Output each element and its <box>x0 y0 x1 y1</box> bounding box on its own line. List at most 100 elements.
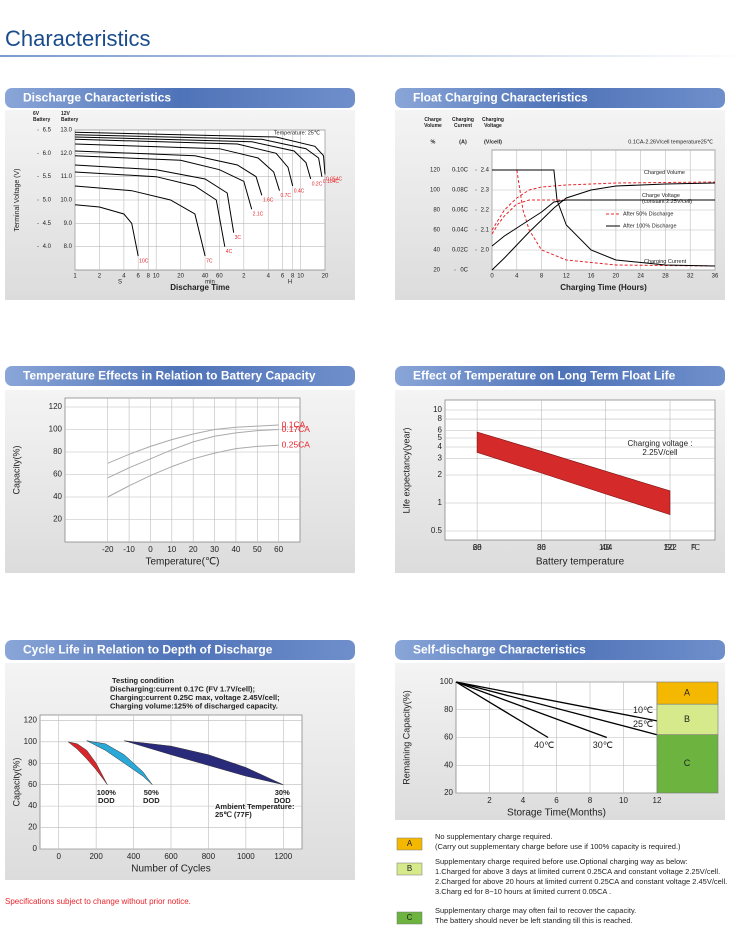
y-tick-label: 80 <box>53 447 62 456</box>
legend-box-label: A <box>407 839 413 848</box>
x-tick-label: 10 <box>153 274 160 280</box>
y2-tick-label: 0.06C <box>452 208 469 214</box>
x-axis-label: Storage Time(Months) <box>507 808 606 819</box>
section-tab <box>5 88 355 108</box>
x-axis-label: Number of Cycles <box>131 864 210 875</box>
x-tick-label: 8 <box>588 796 593 805</box>
y-tick-label: 100 <box>49 425 63 434</box>
legend-note: 3.Charg ed for 8~10 hours at limited cur… <box>435 887 611 896</box>
annotation: Charging voltage : 2.25V/cell <box>627 439 693 457</box>
y2-tick-label: 5.5 <box>43 174 52 180</box>
section-tab <box>5 640 355 660</box>
zone <box>656 734 719 794</box>
section-title: Discharge Characteristics <box>23 91 171 105</box>
section-title: Effect of Temperature on Long Term Float… <box>413 369 676 383</box>
x-tick-label: 24 <box>637 274 644 280</box>
zone-label: B <box>684 714 690 724</box>
section-title: Cycle Life in Relation to Depth of Disch… <box>23 643 273 657</box>
y2-tick-label: 6.0 <box>43 151 52 157</box>
y-tick-label: 12.0 <box>60 151 72 157</box>
x-unit: S <box>118 280 122 286</box>
dod-area <box>86 740 153 785</box>
x-tick-label: 10 <box>167 545 176 554</box>
series-label: 100% DOD <box>96 787 116 805</box>
y-tick-label: 0 <box>33 844 38 853</box>
x-tick-label: 40 <box>601 543 610 552</box>
x-tick-label: 6 <box>137 274 141 280</box>
y-tick-label: 8 <box>438 414 443 423</box>
y-tick-label: 60 <box>28 780 37 789</box>
x-tick-label: 50 <box>666 543 675 552</box>
x-tick-label: 12 <box>563 274 570 280</box>
y-axis-label: Life expectancy(year) <box>401 427 411 513</box>
x-tick-label: 0 <box>56 852 61 861</box>
y2-tick-label: 4.5 <box>43 221 52 227</box>
x-tick-label: 10 <box>297 274 304 280</box>
series-label: 0.054C <box>326 177 343 183</box>
series-label: 4C <box>226 249 233 255</box>
legend-label: After 50% Discharge <box>623 211 673 217</box>
y3-tick-label: 2.0 <box>481 248 490 254</box>
x-tick-label: 20 <box>322 274 329 280</box>
life-band <box>476 431 671 516</box>
x-tick-label: 20 <box>177 274 184 280</box>
series-label: 0.17CA <box>282 424 311 434</box>
series-label: 10℃ <box>633 705 653 715</box>
x-tick-label: 4 <box>122 274 126 280</box>
y2-tick-label: 0.04C <box>452 228 469 234</box>
x-axis-label: Charging Time (Hours) <box>560 283 647 292</box>
x-tick-label: 8 <box>540 274 544 280</box>
x-tick-label: 40 <box>231 545 240 554</box>
annotation: Temperature: 25℃ <box>274 130 321 136</box>
x-tick-label: 60 <box>274 545 283 554</box>
x-tick-label: -20 <box>102 545 114 554</box>
x-tick-label: -10 <box>123 545 135 554</box>
series-line <box>74 204 139 257</box>
y-tick-label: 100 <box>440 677 454 686</box>
test-condition: Charging volume:125% of discharged capac… <box>110 701 278 710</box>
legend-note: The battery should never be left standin… <box>435 916 633 925</box>
y-tick-label: 10.0 <box>60 198 72 204</box>
x-tick-label: 12 <box>653 796 662 805</box>
legend-note: 2.Charged for above 20 hours at limited … <box>435 877 727 886</box>
series-label: 30℃ <box>593 740 613 750</box>
x-tick-label: 40 <box>202 274 209 280</box>
legend-box <box>396 911 423 925</box>
y3-tick-label: 2.1 <box>481 228 490 234</box>
section-tab <box>395 640 725 660</box>
y-tick-label: 40 <box>28 801 37 810</box>
series-line <box>74 185 206 257</box>
legend-note: Supplementary charge may often fail to r… <box>435 906 636 915</box>
series-line <box>455 681 658 736</box>
x-unit: H <box>288 280 292 286</box>
test-condition: Testing condition <box>112 676 174 685</box>
y2-header: Charging Current <box>452 117 474 129</box>
y3-tick-label: 2.4 <box>481 168 490 174</box>
series-line <box>107 424 279 464</box>
x-tick-label: 200 <box>89 852 103 861</box>
x-axis-label: Temperature(℃) <box>145 557 219 568</box>
x-tick-label: 1200 <box>274 852 292 861</box>
series-line <box>74 164 235 233</box>
x-tick-label: 6 <box>281 274 285 280</box>
y2-unit: (A) <box>459 139 467 145</box>
y-axis-label: Capacity(%) <box>11 757 21 806</box>
series-label: 2.1C <box>253 212 264 218</box>
dod-area <box>67 741 108 785</box>
series-label: 0.104C <box>323 179 340 185</box>
y-tick-label: 120 <box>49 402 63 411</box>
legend-box <box>396 862 423 876</box>
series-line <box>492 169 716 267</box>
y-tick-label: 60 <box>53 470 62 479</box>
series-line <box>74 138 294 187</box>
section-tab <box>395 366 725 386</box>
x-tick-label-f: 104 <box>599 543 613 552</box>
annotation: 0.1CA-2.26V/cell temperature25℃ <box>628 139 714 145</box>
x-tick-label: 60 <box>216 274 223 280</box>
x-tick-label: 600 <box>164 852 178 861</box>
series-line <box>455 681 658 722</box>
series-line <box>491 181 716 231</box>
x-tick-label: 8 <box>291 274 295 280</box>
